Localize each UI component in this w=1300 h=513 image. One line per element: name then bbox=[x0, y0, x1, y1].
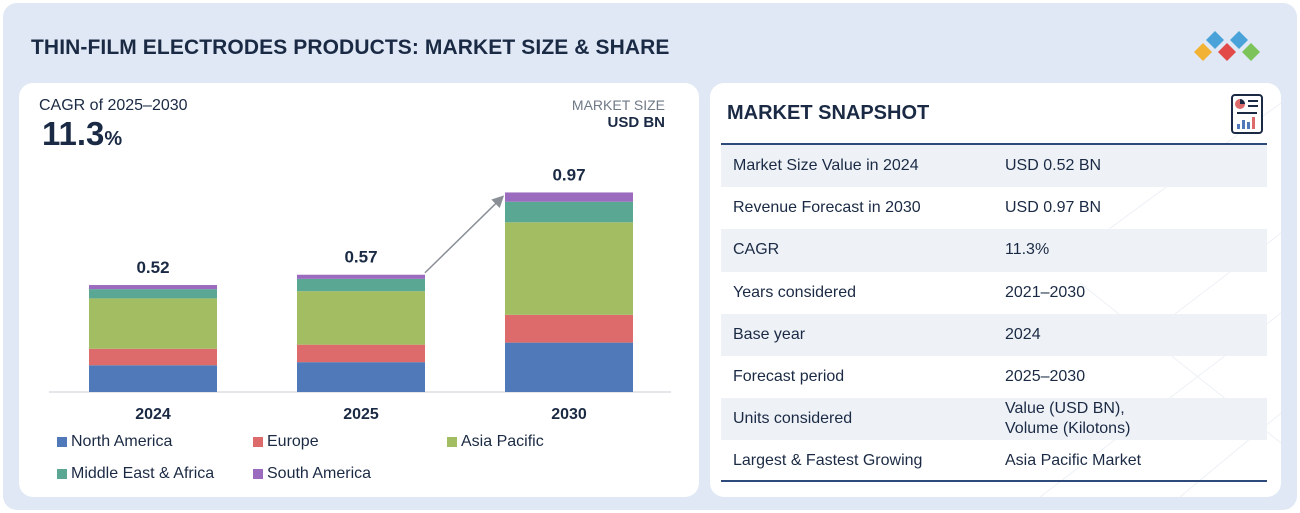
market-size-label: MARKET SIZE bbox=[571, 97, 665, 113]
legend-label: North America bbox=[71, 433, 173, 450]
snapshot-value-line: Volume (Kilotons) bbox=[1005, 420, 1131, 438]
logo-diamond-blue-left bbox=[1206, 31, 1224, 49]
snapshot-key: Forecast period bbox=[733, 368, 845, 386]
snapshot-row: Largest & Fastest Growing Asia Pacific Ma… bbox=[721, 440, 1267, 482]
legend-label: Middle East & Africa bbox=[71, 465, 215, 482]
snapshot-key: Largest & Fastest Growing bbox=[733, 452, 923, 470]
snapshot-row: Revenue Forecast in 2030 USD 0.97 BN bbox=[721, 187, 1267, 229]
snapshot-row: Years considered 2021–2030 bbox=[721, 272, 1267, 314]
snapshot-top-rule bbox=[721, 143, 1267, 145]
snapshot-key: Units considered bbox=[733, 410, 853, 428]
stacked-bar-chart: 0.52 2024 0.57 2025 0.97 2030 bbox=[49, 165, 671, 423]
bar-total-label-2024: 0.52 bbox=[136, 258, 169, 277]
bar-segment-2030-south-america bbox=[505, 192, 633, 202]
snapshot-key: Revenue Forecast in 2030 bbox=[733, 199, 921, 217]
bar-segment-2030-north-america bbox=[505, 342, 633, 392]
snapshot-value: 11.3% bbox=[1005, 240, 1049, 260]
snapshot-value: USD 0.52 BN bbox=[1005, 156, 1101, 176]
snapshot-value-line: Value (USD BN), bbox=[1005, 400, 1125, 418]
snapshot-value: 2024 bbox=[1005, 325, 1041, 345]
snapshot-key: CAGR bbox=[733, 241, 780, 259]
x-tick-label-2024: 2024 bbox=[135, 406, 171, 423]
report-icon bbox=[1231, 94, 1263, 134]
snapshot-value-line: 2025–2030 bbox=[1005, 368, 1086, 386]
bar-segment-2025-south-america bbox=[297, 274, 425, 279]
bar-segment-2024-europe bbox=[89, 348, 217, 366]
page-title: THIN-FILM ELECTRODES PRODUCTS: MARKET SI… bbox=[31, 36, 670, 59]
snapshot-value-line: Asia Pacific Market bbox=[1005, 452, 1142, 470]
snapshot-key: Market Size Value in 2024 bbox=[733, 157, 919, 175]
snapshot-value: 2025–2030 bbox=[1005, 367, 1085, 387]
bar-segment-2030-europe bbox=[505, 314, 633, 343]
logo-diamond-yellow bbox=[1194, 43, 1212, 61]
snapshot-value-line: 2021–2030 bbox=[1005, 283, 1086, 301]
bar-total-label-2030: 0.97 bbox=[552, 165, 585, 184]
bar-total-label-2025: 0.57 bbox=[344, 248, 377, 267]
market-snapshot-card: MARKET SNAPSHOT Market Size Value in 202… bbox=[710, 83, 1281, 497]
bar-segment-2025-north-america bbox=[297, 362, 425, 392]
snapshot-value: Value (USD BN), Volume (Kilotons) bbox=[1005, 399, 1130, 439]
logo-diamond-green bbox=[1242, 43, 1260, 61]
legend-item-asia-pacific: Asia Pacific bbox=[447, 433, 544, 451]
snapshot-table: Market Size Value in 2024 USD 0.52 BN Reve… bbox=[721, 145, 1267, 483]
bar-segment-2030-asia-pacific bbox=[505, 222, 633, 315]
snapshot-value: 2021–2030 bbox=[1005, 283, 1085, 303]
snapshot-row: CAGR 11.3% bbox=[721, 229, 1267, 272]
legend-swatch bbox=[253, 437, 263, 447]
legend-swatch bbox=[57, 437, 67, 447]
legend-item-north-america: North America bbox=[57, 433, 172, 451]
snapshot-value: USD 0.97 BN bbox=[1005, 198, 1101, 218]
snapshot-row: Units considered Value (USD BN), Volume (K… bbox=[721, 398, 1267, 441]
bar-segment-2024-middle-east-africa bbox=[89, 289, 217, 299]
logo-diamond-red bbox=[1218, 43, 1236, 61]
snapshot-value: Asia Pacific Market bbox=[1005, 451, 1141, 471]
snapshot-value-line: USD 0.97 BN bbox=[1005, 199, 1102, 217]
snapshot-row: Base year 2024 bbox=[721, 313, 1267, 356]
legend-swatch bbox=[253, 469, 263, 479]
legend-swatch bbox=[57, 469, 67, 479]
chart-legend: North America Europe Asia Pacific Middle Ea… bbox=[57, 433, 677, 493]
cagr-label: CAGR of 2025–2030 bbox=[39, 97, 188, 114]
legend-label: Europe bbox=[267, 433, 319, 450]
snapshot-value-line: 11.3% bbox=[1005, 241, 1050, 259]
x-tick-label-2030: 2030 bbox=[551, 406, 587, 423]
market-size-unit: USD BN bbox=[607, 114, 665, 131]
legend-item-south-america: South America bbox=[253, 465, 371, 483]
snapshot-row: Market Size Value in 2024 USD 0.52 BN bbox=[721, 145, 1267, 188]
cagr-percent-sign: % bbox=[104, 128, 123, 150]
legend-item-middle-east-africa: Middle East & Africa bbox=[57, 465, 214, 483]
bar-segment-2025-middle-east-africa bbox=[297, 278, 425, 292]
cagr-number: 11.3 bbox=[42, 115, 105, 152]
legend-label: South America bbox=[267, 465, 372, 482]
snapshot-key: Years considered bbox=[733, 283, 857, 301]
legend-label: Asia Pacific bbox=[461, 433, 544, 450]
bar-segment-2030-middle-east-africa bbox=[505, 201, 633, 223]
bar-segment-2024-north-america bbox=[89, 365, 217, 392]
infographic-frame: THIN-FILM ELECTRODES PRODUCTS: MARKET SI… bbox=[3, 3, 1297, 510]
market-size-chart-card: CAGR of 2025–2030 11.3% MARKET SIZE USD … bbox=[19, 83, 699, 497]
snapshot-row: Forecast period 2025–2030 bbox=[721, 356, 1267, 398]
cagr-value: 11.3% bbox=[42, 115, 122, 153]
snapshot-value-line: 2024 bbox=[1005, 325, 1041, 343]
x-tick-label-2025: 2025 bbox=[343, 406, 379, 423]
bar-segment-2025-asia-pacific bbox=[297, 291, 425, 345]
legend-swatch bbox=[447, 437, 457, 447]
bar-segment-2025-europe bbox=[297, 344, 425, 363]
diamonds-logo-icon bbox=[1194, 31, 1260, 61]
snapshot-bottom-rule bbox=[721, 480, 1267, 482]
legend-item-europe: Europe bbox=[253, 433, 319, 451]
bar-segment-2024-asia-pacific bbox=[89, 298, 217, 349]
bar-segment-2024-south-america bbox=[89, 285, 217, 290]
snapshot-key: Base year bbox=[733, 325, 806, 343]
snapshot-title: MARKET SNAPSHOT bbox=[727, 102, 930, 124]
logo-diamond-blue-right bbox=[1230, 31, 1248, 49]
snapshot-value-line: USD 0.52 BN bbox=[1005, 157, 1102, 175]
growth-arrow bbox=[424, 195, 505, 274]
